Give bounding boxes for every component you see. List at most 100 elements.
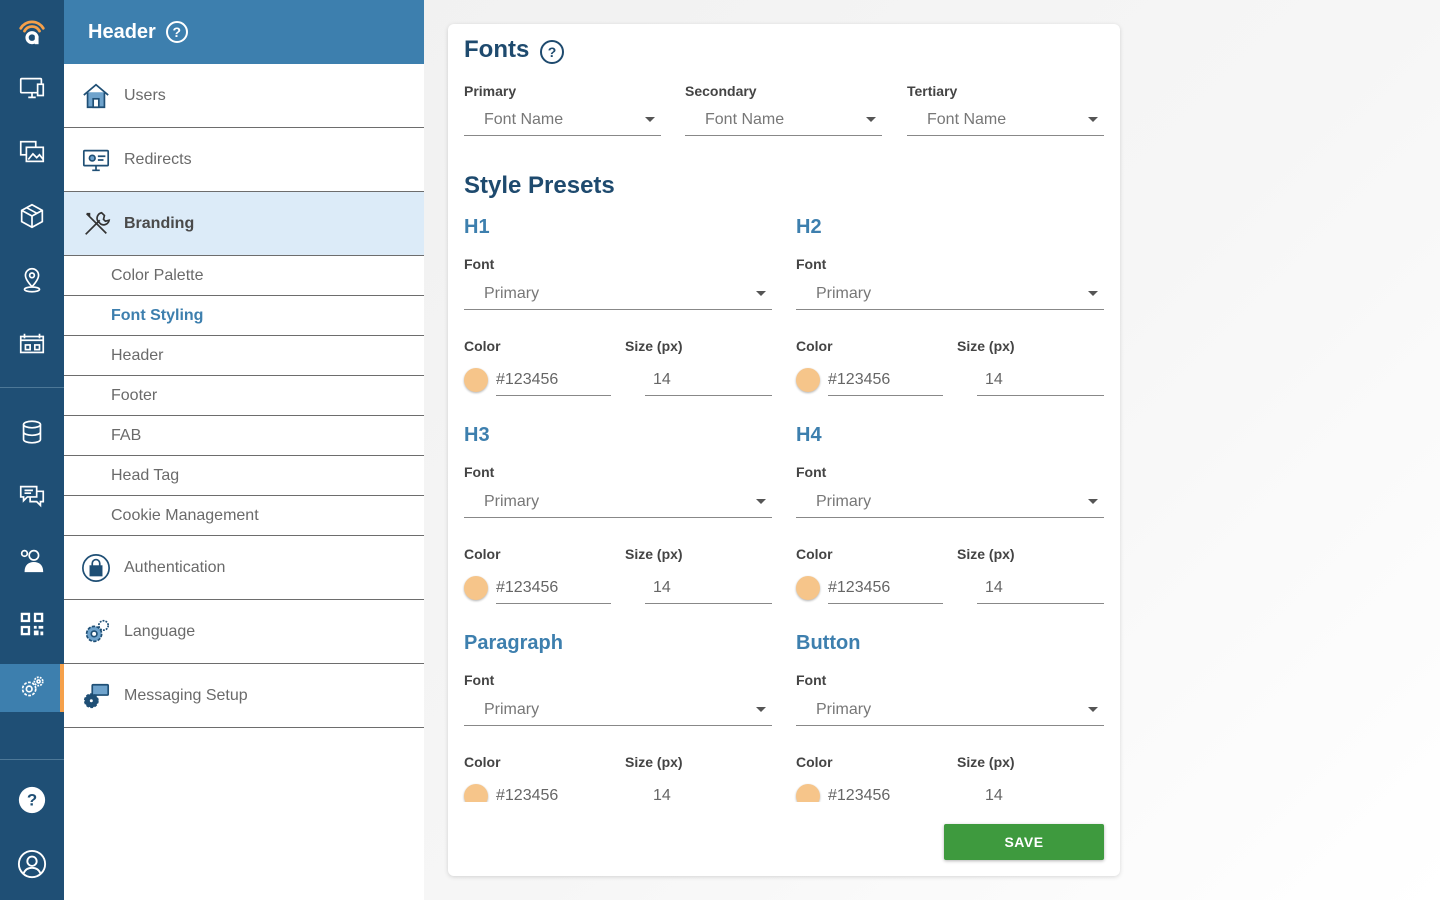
sidebar-subitem-cookie-management[interactable]: Cookie Management xyxy=(64,496,424,536)
font-label: Font xyxy=(464,672,495,688)
color-input[interactable]: #123456 xyxy=(496,364,611,396)
location-pin-icon[interactable] xyxy=(0,256,64,304)
select-value: Font Name xyxy=(705,110,785,128)
package-icon[interactable] xyxy=(0,192,64,240)
user-settings-icon[interactable] xyxy=(0,536,64,584)
sidebar: Header ? Users Redirects Branding Color … xyxy=(64,0,424,900)
color-swatch[interactable] xyxy=(796,784,820,802)
color-label: Color xyxy=(796,754,833,770)
color-input[interactable]: #123456 xyxy=(828,364,943,396)
size-input[interactable]: 14 xyxy=(977,364,1104,396)
preset-font-select[interactable]: Primary xyxy=(796,278,1104,310)
color-swatch[interactable] xyxy=(464,576,488,600)
color-label: Color xyxy=(464,546,501,562)
size-input[interactable]: 14 xyxy=(645,364,772,396)
size-input[interactable]: 14 xyxy=(977,572,1104,604)
preset-title: Paragraph xyxy=(464,632,563,654)
select-value: Primary xyxy=(484,492,540,510)
sidebar-item-authentication[interactable]: Authentication xyxy=(64,536,424,600)
sidebar-subitem-fab[interactable]: FAB xyxy=(64,416,424,456)
size-label: Size (px) xyxy=(957,546,1015,562)
sidebar-item-label: Authentication xyxy=(124,558,226,576)
media-icon[interactable] xyxy=(0,128,64,176)
size-label: Size (px) xyxy=(625,546,683,562)
color-label: Color xyxy=(464,754,501,770)
preset-font-select[interactable]: Primary xyxy=(796,486,1104,518)
caret-down-icon xyxy=(1088,499,1098,504)
monitor-settings-icon xyxy=(80,144,112,176)
preset-title: H2 xyxy=(796,216,822,238)
secondary-font-select[interactable]: Font Name xyxy=(685,104,882,136)
icon-rail: ? xyxy=(0,0,64,900)
sidebar-item-users[interactable]: Users xyxy=(64,64,424,128)
qr-code-icon[interactable] xyxy=(0,600,64,648)
caret-down-icon xyxy=(756,291,766,296)
sidebar-item-label: Branding xyxy=(124,214,195,232)
account-icon[interactable] xyxy=(0,840,64,888)
preset-font-select[interactable]: Primary xyxy=(464,694,772,726)
preset-font-select[interactable]: Primary xyxy=(464,486,772,518)
database-icon[interactable] xyxy=(0,408,64,456)
fonts-title: Fonts xyxy=(464,36,530,63)
select-value: Primary xyxy=(484,284,540,302)
select-value: Font Name xyxy=(484,110,564,128)
sidebar-item-label: Messaging Setup xyxy=(124,686,248,704)
sidebar-subitem-font-styling[interactable]: Font Styling xyxy=(64,296,424,336)
preset-font-select[interactable]: Primary xyxy=(796,694,1104,726)
save-button[interactable]: SAVE xyxy=(944,824,1104,860)
settings-gears-icon[interactable] xyxy=(0,664,64,712)
select-value: Font Name xyxy=(927,110,1007,128)
size-label: Size (px) xyxy=(957,754,1015,770)
logo-icon[interactable] xyxy=(0,8,64,56)
chat-icon[interactable] xyxy=(0,472,64,520)
preset-title: H3 xyxy=(464,424,490,446)
size-input[interactable]: 14 xyxy=(977,780,1104,803)
sidebar-item-label: Language xyxy=(124,622,196,640)
color-input[interactable]: #123456 xyxy=(828,572,943,604)
sidebar-item-label: Redirects xyxy=(124,150,192,168)
fonts-help-icon[interactable]: ? xyxy=(540,40,564,64)
color-swatch[interactable] xyxy=(464,784,488,802)
sidebar-item-language[interactable]: Language xyxy=(64,600,424,664)
help-icon[interactable]: ? xyxy=(0,776,64,824)
color-input[interactable]: #123456 xyxy=(828,780,943,803)
monitor-icon[interactable] xyxy=(0,64,64,112)
sidebar-subitem-head-tag[interactable]: Head Tag xyxy=(64,456,424,496)
message-gear-icon xyxy=(80,680,112,712)
color-swatch[interactable] xyxy=(464,368,488,392)
color-swatch[interactable] xyxy=(796,368,820,392)
style-presets-title: Style Presets xyxy=(464,172,615,199)
preset-title: H1 xyxy=(464,216,490,238)
sidebar-item-branding[interactable]: Branding xyxy=(64,192,424,256)
preset-title: H4 xyxy=(796,424,822,446)
select-value: Primary xyxy=(484,700,540,718)
caret-down-icon xyxy=(756,499,766,504)
sidebar-header: Header ? xyxy=(64,0,424,64)
calendar-board-icon[interactable] xyxy=(0,320,64,368)
caret-down-icon xyxy=(866,117,876,122)
secondary-font-label: Secondary xyxy=(685,83,757,99)
color-swatch[interactable] xyxy=(796,576,820,600)
select-value: Primary xyxy=(816,492,872,510)
sidebar-subitem-header[interactable]: Header xyxy=(64,336,424,376)
sidebar-item-messaging-setup[interactable]: Messaging Setup xyxy=(64,664,424,728)
size-label: Size (px) xyxy=(625,754,683,770)
size-input[interactable]: 14 xyxy=(645,572,772,604)
color-input[interactable]: #123456 xyxy=(496,572,611,604)
sidebar-item-redirects[interactable]: Redirects xyxy=(64,128,424,192)
caret-down-icon xyxy=(1088,291,1098,296)
font-label: Font xyxy=(796,464,827,480)
color-input[interactable]: #123456 xyxy=(496,780,611,803)
sidebar-subitem-footer[interactable]: Footer xyxy=(64,376,424,416)
lock-icon xyxy=(80,552,112,584)
tools-icon xyxy=(80,208,112,240)
sidebar-subitem-color-palette[interactable]: Color Palette xyxy=(64,256,424,296)
size-input[interactable]: 14 xyxy=(645,780,772,803)
tertiary-font-select[interactable]: Font Name xyxy=(907,104,1104,136)
primary-font-select[interactable]: Font Name xyxy=(464,104,661,136)
home-icon xyxy=(80,80,112,112)
preset-font-select[interactable]: Primary xyxy=(464,278,772,310)
primary-font-label: Primary xyxy=(464,83,517,99)
help-icon[interactable]: ? xyxy=(165,21,188,43)
color-label: Color xyxy=(464,338,501,354)
